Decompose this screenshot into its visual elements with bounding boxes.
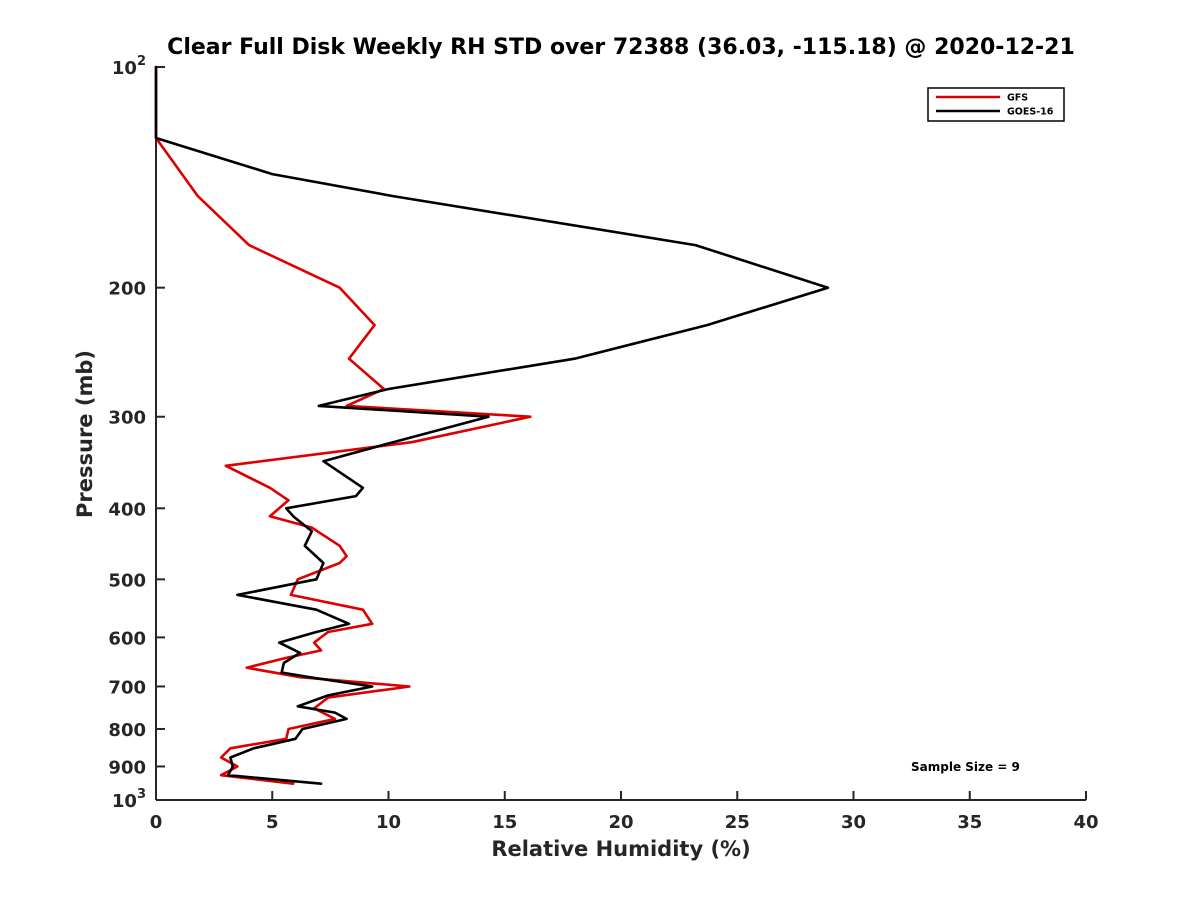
y-tick-label: 600: [108, 628, 146, 649]
series-layer: [154, 65, 830, 786]
y-tick-label: 900: [108, 757, 146, 778]
y-tick-label: 800: [108, 720, 146, 741]
sample-size-annotation: Sample Size = 9: [911, 760, 1020, 774]
legend-label: GOES-16: [1007, 107, 1054, 118]
y-axis-label: Pressure (mb): [73, 350, 97, 518]
legend: GFS GOES-16: [927, 87, 1065, 122]
x-tick-label: 20: [608, 812, 633, 833]
legend-label: GFS: [1007, 93, 1028, 104]
plot-area: [155, 67, 1086, 801]
x-tick-label: 35: [957, 812, 982, 833]
x-ticks: 0 5 10 15 20 25 30 35 40: [150, 791, 1099, 833]
y-tick-label-power: 102: [112, 54, 146, 79]
x-tick-label: 10: [376, 812, 401, 833]
y-tick-label: 200: [108, 279, 146, 300]
x-axis-label: Relative Humidity (%): [491, 837, 750, 861]
y-tick-exponent: 3: [137, 787, 146, 802]
y-tick-label: 300: [108, 408, 146, 429]
x-tick-label: 40: [1073, 812, 1098, 833]
x-tick-label: 25: [725, 812, 750, 833]
y-tick-label: 700: [108, 677, 146, 698]
y-tick-label: 500: [108, 570, 146, 591]
x-tick-label: 5: [266, 812, 279, 833]
y-tick-exponent: 2: [137, 54, 146, 69]
series-line-gfs: [154, 65, 532, 786]
y-tick-label: 400: [108, 499, 146, 520]
x-tick-label: 0: [150, 812, 163, 833]
x-tick-label: 30: [841, 812, 866, 833]
y-tick-base: 10: [112, 791, 137, 812]
series-line-goes-16: [154, 65, 830, 786]
legend-box: [927, 87, 1065, 122]
chart-title: Clear Full Disk Weekly RH STD over 72388…: [167, 35, 1075, 60]
y-tick-base: 10: [112, 58, 137, 79]
x-tick-label: 15: [492, 812, 517, 833]
y-tick-label-power: 103: [112, 787, 146, 812]
